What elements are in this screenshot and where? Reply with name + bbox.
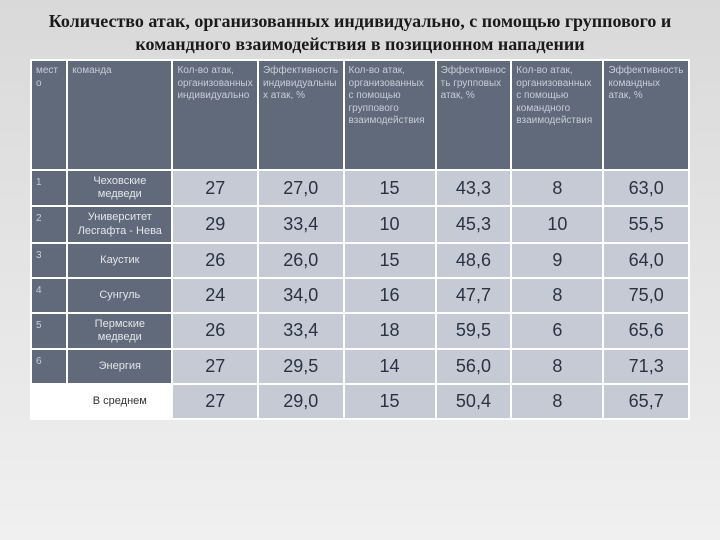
- cell-value: 56,0: [436, 349, 512, 384]
- cell-value: 27,0: [258, 170, 344, 206]
- cell-team: Сунгуль: [67, 278, 172, 313]
- cell-value: 24: [172, 278, 258, 313]
- cell-value: 55,5: [603, 206, 689, 242]
- cell-value: 8: [511, 349, 603, 384]
- cell-value: 27: [172, 384, 258, 419]
- cell-rank: 1: [31, 170, 67, 206]
- cell-value: 75,0: [603, 278, 689, 313]
- cell-value: 65,7: [603, 384, 689, 419]
- cell-value: 47,7: [436, 278, 512, 313]
- table-row: 1Чеховские медведи2727,01543,3863,0: [31, 170, 689, 206]
- cell-team: Чеховские медведи: [67, 170, 172, 206]
- cell-value: 9: [511, 243, 603, 278]
- cell-team: Каустик: [67, 243, 172, 278]
- cell-value: 33,4: [258, 313, 344, 349]
- cell-value: 45,3: [436, 206, 512, 242]
- cell-value: 10: [344, 206, 436, 242]
- col-header-team-eff: Эффективность командных атак, %: [603, 60, 689, 170]
- col-header-grp-eff: Эффективность групповых атак, %: [436, 60, 512, 170]
- table-row: 4Сунгуль2434,01647,7875,0: [31, 278, 689, 313]
- table-row-average: В среднем2729,01550,4865,7: [31, 384, 689, 419]
- cell-rank: 4: [31, 278, 67, 313]
- cell-value: 6: [511, 313, 603, 349]
- cell-value: 29,5: [258, 349, 344, 384]
- cell-value: 27: [172, 349, 258, 384]
- cell-value: 64,0: [603, 243, 689, 278]
- cell-value: 8: [511, 170, 603, 206]
- cell-value: 16: [344, 278, 436, 313]
- cell-value: 48,6: [436, 243, 512, 278]
- cell-value: 33,4: [258, 206, 344, 242]
- cell-value: 34,0: [258, 278, 344, 313]
- table-row: 5Пермские медведи2633,41859,5665,6: [31, 313, 689, 349]
- cell-team: Университет Лесгафта - Нева: [67, 206, 172, 242]
- col-header-ind-count: Кол-во атак, организованных индивидуальн…: [172, 60, 258, 170]
- cell-team: Пермские медведи: [67, 313, 172, 349]
- cell-value: 10: [511, 206, 603, 242]
- cell-value: 43,3: [436, 170, 512, 206]
- cell-value: 14: [344, 349, 436, 384]
- slide-title: Количество атак, организованных индивиду…: [30, 10, 690, 55]
- table-row: 2Университет Лесгафта - Нева2933,41045,3…: [31, 206, 689, 242]
- cell-value: 71,3: [603, 349, 689, 384]
- cell-value: 29,0: [258, 384, 344, 419]
- table-row: 3Каустик2626,01548,6964,0: [31, 243, 689, 278]
- col-header-team-count: Кол-во атак, организованных с помощью ко…: [511, 60, 603, 170]
- cell-value: 65,6: [603, 313, 689, 349]
- cell-value: 8: [511, 278, 603, 313]
- cell-rank: [31, 384, 67, 419]
- cell-rank: 3: [31, 243, 67, 278]
- slide: Количество атак, организованных индивиду…: [0, 0, 720, 540]
- cell-rank: 5: [31, 313, 67, 349]
- cell-value: 50,4: [436, 384, 512, 419]
- cell-value: 15: [344, 170, 436, 206]
- cell-value: 26: [172, 313, 258, 349]
- cell-value: 15: [344, 243, 436, 278]
- cell-value: 18: [344, 313, 436, 349]
- cell-value: 26,0: [258, 243, 344, 278]
- col-header-team: команда: [67, 60, 172, 170]
- cell-team: Энергия: [67, 349, 172, 384]
- table-row: 6Энергия2729,51456,0871,3: [31, 349, 689, 384]
- cell-team: В среднем: [67, 384, 172, 419]
- table-header-row: место команда Кол-во атак, организованны…: [31, 60, 689, 170]
- cell-rank: 2: [31, 206, 67, 242]
- cell-value: 29: [172, 206, 258, 242]
- cell-value: 8: [511, 384, 603, 419]
- cell-value: 26: [172, 243, 258, 278]
- cell-value: 27: [172, 170, 258, 206]
- cell-value: 59,5: [436, 313, 512, 349]
- cell-rank: 6: [31, 349, 67, 384]
- col-header-ind-eff: Эффективность индивидуальных атак, %: [258, 60, 344, 170]
- col-header-rank: место: [31, 60, 67, 170]
- attacks-table: место команда Кол-во атак, организованны…: [30, 59, 690, 420]
- col-header-grp-count: Кол-во атак, организованных с помощью гр…: [344, 60, 436, 170]
- cell-value: 63,0: [603, 170, 689, 206]
- cell-value: 15: [344, 384, 436, 419]
